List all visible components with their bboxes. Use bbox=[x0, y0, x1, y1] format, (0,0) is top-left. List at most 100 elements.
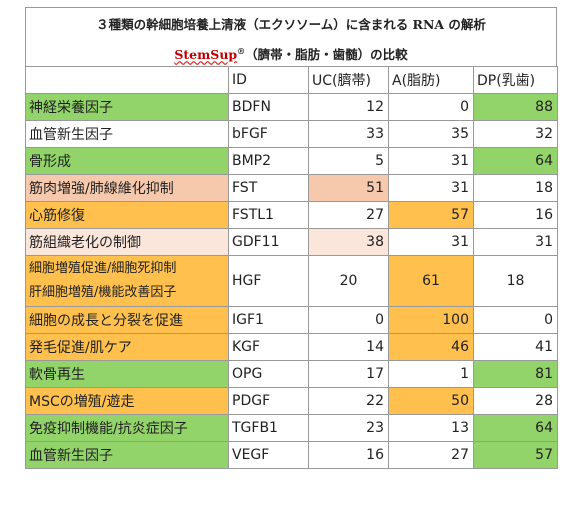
cell-name: 神経栄養因子 bbox=[25, 93, 229, 121]
factor-name: 血管新生因子 bbox=[29, 127, 113, 143]
cell-dp: 0 bbox=[473, 306, 558, 334]
table-row: 免疫抑制機能/抗炎症因子 TGFB1 23 13 64 bbox=[25, 414, 558, 442]
factor-name: 神経栄養因子 bbox=[29, 100, 113, 116]
cell-name: 筋肉増強/肺線維化抑制 bbox=[25, 174, 229, 202]
table-row: 骨形成 BMP2 5 31 64 bbox=[25, 147, 558, 175]
cell-a: 46 bbox=[388, 333, 474, 361]
factor-name-2: 肝細胞増殖/機能改善因子 bbox=[29, 285, 177, 300]
cell-a: 50 bbox=[388, 387, 474, 415]
table-row: 筋肉増強/肺線維化抑制 FST 51 31 18 bbox=[25, 174, 558, 202]
table-row: 血管新生因子 bFGF 33 35 32 bbox=[25, 120, 558, 148]
cell-uc: 14 bbox=[308, 333, 389, 361]
title-line-2-rest: （臍帯・脂肪・歯髄）の比較 bbox=[245, 47, 408, 63]
cell-name: 軟骨再生 bbox=[25, 360, 229, 388]
factor-name: 筋肉増強/肺線維化抑制 bbox=[29, 181, 174, 197]
header-row: ID UC(臍帯) A(脂肪) DP(乳歯) bbox=[25, 66, 558, 94]
cell-name: 細胞の成長と分裂を促進 bbox=[25, 306, 229, 334]
cell-dp: 28 bbox=[473, 387, 558, 415]
cell-dp: 18 bbox=[473, 255, 558, 307]
cell-id: TGFB1 bbox=[228, 414, 309, 442]
cell-dp: 32 bbox=[473, 120, 558, 148]
cell-dp: 81 bbox=[473, 360, 558, 388]
rna-comparison-table: ID UC(臍帯) A(脂肪) DP(乳歯) 神経栄養因子 BDFN 12 0 88 血管… bbox=[25, 66, 558, 469]
cell-id: GDF11 bbox=[228, 228, 309, 256]
header-id: ID bbox=[228, 66, 309, 94]
cell-name: MSCの増殖/遊走 bbox=[25, 387, 229, 415]
cell-name: 免疫抑制機能/抗炎症因子 bbox=[25, 414, 229, 442]
cell-id: OPG bbox=[228, 360, 309, 388]
cell-id: IGF1 bbox=[228, 306, 309, 334]
factor-name: 細胞の成長と分裂を促進 bbox=[29, 313, 183, 329]
cell-name: 骨形成 bbox=[25, 147, 229, 175]
cell-a: 1 bbox=[388, 360, 474, 388]
title-line-1: ３種類の幹細胞培養上清液（エクソソーム）に含まれる RNA の解析 bbox=[96, 17, 486, 32]
header-factor bbox=[25, 66, 229, 94]
header-uc: UC(臍帯) bbox=[308, 66, 389, 94]
cell-dp: 31 bbox=[473, 228, 558, 256]
cell-a: 61 bbox=[388, 255, 474, 307]
brand-name: StemSup bbox=[174, 47, 238, 63]
cell-uc: 17 bbox=[308, 360, 389, 388]
cell-id: HGF bbox=[228, 255, 309, 307]
registered-mark: ® bbox=[237, 46, 246, 56]
factor-name: 骨形成 bbox=[29, 154, 71, 170]
cell-a: 31 bbox=[388, 147, 474, 175]
cell-uc: 51 bbox=[308, 174, 389, 202]
header-a: A(脂肪) bbox=[388, 66, 474, 94]
factor-name: 筋組織老化の制御 bbox=[29, 235, 141, 251]
document-title: ３種類の幹細胞培養上清液（エクソソーム）に含まれる RNA の解析 StemSu… bbox=[25, 7, 557, 66]
cell-dp: 16 bbox=[473, 201, 558, 229]
cell-uc: 5 bbox=[308, 147, 389, 175]
cell-a: 0 bbox=[388, 93, 474, 121]
table-row: 筋組織老化の制御 GDF11 38 31 31 bbox=[25, 228, 558, 256]
cell-name: 細胞増殖促進/細胞死抑制 肝細胞増殖/機能改善因子 bbox=[25, 255, 229, 307]
table-row: 神経栄養因子 BDFN 12 0 88 bbox=[25, 93, 558, 121]
cell-a: 13 bbox=[388, 414, 474, 442]
cell-uc: 27 bbox=[308, 201, 389, 229]
cell-dp: 64 bbox=[473, 147, 558, 175]
cell-uc: 38 bbox=[308, 228, 389, 256]
factor-name: 免疫抑制機能/抗炎症因子 bbox=[29, 421, 188, 437]
factor-name: 心筋修復 bbox=[29, 208, 85, 224]
table-row: 軟骨再生 OPG 17 1 81 bbox=[25, 360, 558, 388]
factor-name: 軟骨再生 bbox=[29, 367, 85, 383]
table-row: 心筋修復 FSTL1 27 57 16 bbox=[25, 201, 558, 229]
cell-id: PDGF bbox=[228, 387, 309, 415]
cell-id: FST bbox=[228, 174, 309, 202]
cell-id: VEGF bbox=[228, 441, 309, 469]
cell-a: 27 bbox=[388, 441, 474, 469]
cell-uc: 23 bbox=[308, 414, 389, 442]
cell-name: 血管新生因子 bbox=[25, 120, 229, 148]
table-row: 細胞の成長と分裂を促進 IGF1 0 100 0 bbox=[25, 306, 558, 334]
cell-name: 発毛促進/肌ケア bbox=[25, 333, 229, 361]
cell-uc: 0 bbox=[308, 306, 389, 334]
cell-dp: 57 bbox=[473, 441, 558, 469]
cell-id: BMP2 bbox=[228, 147, 309, 175]
cell-name: 血管新生因子 bbox=[25, 441, 229, 469]
cell-a: 100 bbox=[388, 306, 474, 334]
cell-uc: 20 bbox=[308, 255, 389, 307]
cell-uc: 16 bbox=[308, 441, 389, 469]
cell-a: 31 bbox=[388, 228, 474, 256]
cell-id: FSTL1 bbox=[228, 201, 309, 229]
comparison-document: ３種類の幹細胞培養上清液（エクソソーム）に含まれる RNA の解析 StemSu… bbox=[25, 7, 558, 469]
cell-a: 31 bbox=[388, 174, 474, 202]
header-dp: DP(乳歯) bbox=[473, 66, 558, 94]
factor-name: 細胞増殖促進/細胞死抑制 bbox=[29, 261, 177, 276]
cell-a: 57 bbox=[388, 201, 474, 229]
title-line-2: StemSup®（臍帯・脂肪・歯髄）の比較 bbox=[26, 38, 556, 68]
table-row: 発毛促進/肌ケア KGF 14 46 41 bbox=[25, 333, 558, 361]
table-row: MSCの増殖/遊走 PDGF 22 50 28 bbox=[25, 387, 558, 415]
factor-name: 血管新生因子 bbox=[29, 448, 113, 464]
cell-uc: 33 bbox=[308, 120, 389, 148]
cell-name: 心筋修復 bbox=[25, 201, 229, 229]
cell-a: 35 bbox=[388, 120, 474, 148]
cell-dp: 64 bbox=[473, 414, 558, 442]
cell-id: bFGF bbox=[228, 120, 309, 148]
factor-name: 発毛促進/肌ケア bbox=[29, 340, 132, 356]
cell-uc: 12 bbox=[308, 93, 389, 121]
table-row: 血管新生因子 VEGF 16 27 57 bbox=[25, 441, 558, 469]
cell-name: 筋組織老化の制御 bbox=[25, 228, 229, 256]
cell-id: BDFN bbox=[228, 93, 309, 121]
cell-dp: 18 bbox=[473, 174, 558, 202]
